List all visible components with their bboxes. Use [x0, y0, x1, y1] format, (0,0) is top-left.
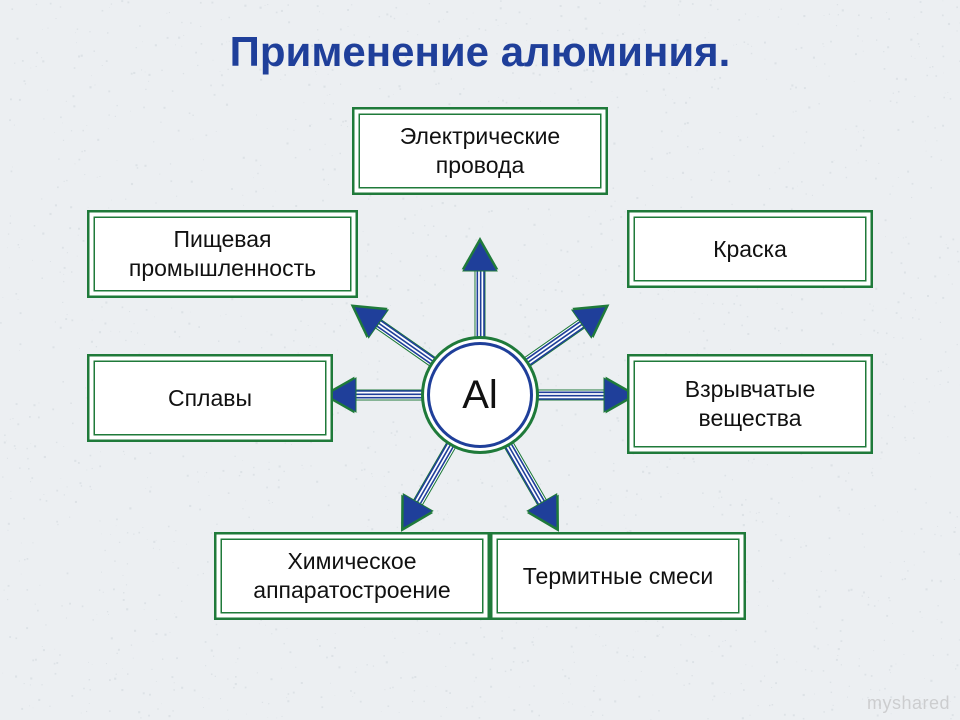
watermark: myshared	[867, 693, 950, 714]
center-node: Al	[430, 345, 530, 445]
node-right: Взрывчатые вещества	[635, 362, 865, 446]
page-title: Применение алюминия.	[0, 28, 960, 76]
node-top-right: Краска	[635, 218, 865, 280]
arrow-left	[322, 377, 430, 414]
node-bot-left: Химическое аппаратостроение	[222, 540, 482, 612]
node-top: Электрические провода	[360, 115, 600, 187]
node-label: Краска	[713, 235, 787, 264]
arrow-top	[462, 237, 499, 345]
arrow-bot-left	[385, 429, 471, 541]
arrow-top-right	[510, 289, 620, 381]
node-label: Сплавы	[168, 384, 252, 413]
diagram-stage: Применение алюминия. Al Электрические пр…	[0, 0, 960, 720]
arrow-right	[530, 377, 638, 414]
node-label: Пищевая промышленность	[129, 225, 316, 283]
node-label: Химическое аппаратостроение	[253, 547, 450, 605]
node-bot-right: Термитные смеси	[498, 540, 738, 612]
node-label: Взрывчатые вещества	[685, 375, 816, 433]
node-top-left: Пищевая промышленность	[95, 218, 350, 290]
arrow-top-left	[340, 289, 450, 381]
center-label: Al	[462, 375, 498, 415]
node-label: Термитные смеси	[523, 562, 713, 591]
node-label: Электрические провода	[400, 122, 560, 180]
node-left: Сплавы	[95, 362, 325, 434]
arrow-bot-right	[489, 429, 575, 541]
